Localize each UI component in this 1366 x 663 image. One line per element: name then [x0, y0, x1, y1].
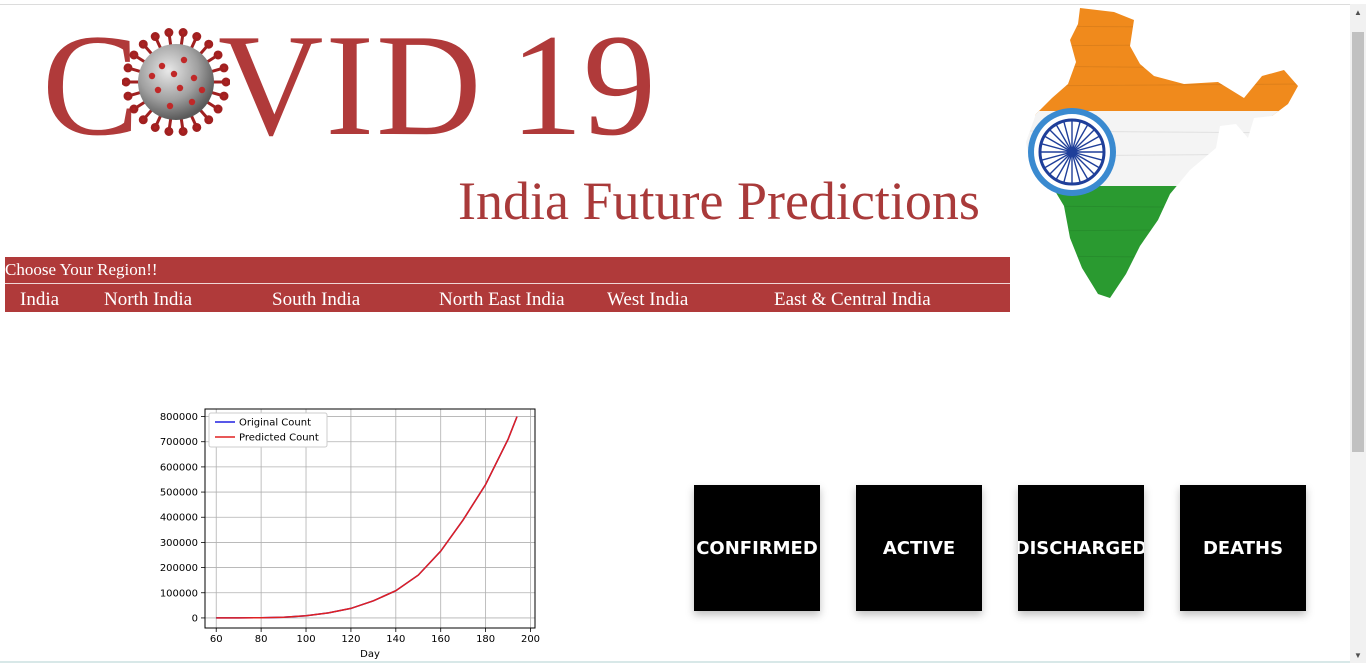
region-menu: Choose Your Region!! India North India S…: [5, 257, 1010, 312]
x-tick-label: 180: [476, 634, 495, 645]
chart-series: [216, 416, 518, 619]
scroll-down-arrow-icon[interactable]: ▼: [1354, 650, 1362, 660]
legend-entry: Original Count: [239, 418, 311, 429]
y-tick-label: 100000: [160, 588, 198, 599]
region-menu-divider: [5, 283, 1010, 284]
x-tick-label: 140: [386, 634, 405, 645]
x-tick-label: 60: [210, 634, 223, 645]
y-tick-label: 500000: [160, 488, 198, 499]
chart-y-axis: 0 100000 200000 300000 400000 500000 600000 700…: [160, 412, 205, 624]
region-link-north-east-india[interactable]: North East India: [439, 289, 565, 310]
chart-legend: Original Count Predicted Count: [208, 412, 328, 448]
region-nav: India North India South India North East…: [5, 289, 1010, 311]
india-flag-map-image: [1026, 8, 1298, 298]
x-tick-label: 100: [296, 634, 315, 645]
x-tick-label: 120: [341, 634, 360, 645]
discharged-card[interactable]: DISCHARGED: [1018, 485, 1144, 611]
region-link-south-india[interactable]: South India: [272, 289, 361, 310]
y-tick-label: 200000: [160, 563, 198, 574]
y-tick-label: 600000: [160, 462, 198, 473]
x-tick-label: 80: [255, 634, 268, 645]
series-line-predicted-count: [216, 416, 518, 619]
legend-entry: Predicted Count: [239, 433, 319, 444]
vertical-scrollbar[interactable]: ▲ ▼: [1350, 4, 1366, 663]
y-tick-label: 700000: [160, 437, 198, 448]
bottom-border: [0, 661, 1350, 663]
chart-x-axis-label: Day: [360, 649, 380, 660]
x-tick-label: 160: [431, 634, 450, 645]
covid19-logo: C VID 19: [40, 12, 680, 158]
chart-x-axis: 60 80 100 120 140 160 180 200: [210, 628, 540, 645]
active-card[interactable]: ACTIVE: [856, 485, 982, 611]
y-tick-label: 0: [192, 613, 198, 624]
region-link-east-central-india[interactable]: East & Central India: [774, 289, 931, 310]
legend-box: [208, 412, 328, 448]
chart-frame: [204, 408, 536, 629]
region-link-west-india[interactable]: West India: [607, 289, 689, 310]
y-tick-label: 800000: [160, 412, 198, 423]
logo-letters-vid: VID: [218, 4, 484, 166]
top-border: [0, 4, 1350, 5]
x-tick-label: 200: [521, 634, 540, 645]
region-link-india[interactable]: India: [20, 289, 60, 310]
virus-icon: [122, 28, 230, 136]
logo-number: 19: [510, 4, 656, 166]
prediction-chart: 0 100000 200000 300000 400000 500000 600000 700…: [160, 408, 540, 660]
y-tick-label: 400000: [160, 513, 198, 524]
region-link-north-india[interactable]: North India: [104, 289, 193, 310]
scrollbar-thumb[interactable]: [1352, 32, 1364, 452]
region-menu-heading: Choose Your Region!!: [5, 260, 158, 279]
y-tick-label: 300000: [160, 538, 198, 549]
page-subtitle: India Future Predictions: [458, 171, 980, 231]
scroll-up-arrow-icon[interactable]: ▲: [1354, 7, 1362, 17]
deaths-card[interactable]: DEATHS: [1180, 485, 1306, 611]
confirmed-card[interactable]: CONFIRMED: [694, 485, 820, 611]
